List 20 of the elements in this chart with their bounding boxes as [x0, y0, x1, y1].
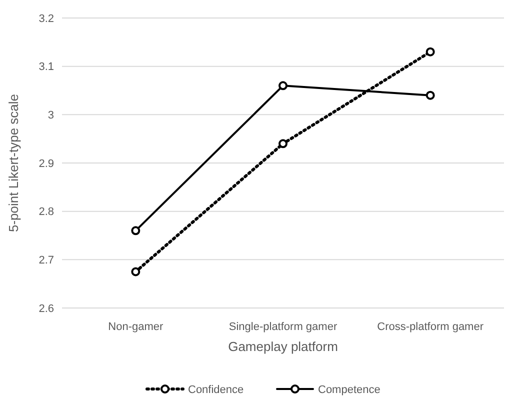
point — [426, 47, 435, 56]
point — [278, 81, 288, 90]
legend-label: Confidence — [188, 384, 244, 396]
point — [131, 226, 140, 236]
y-tick-label: 3.1 — [38, 61, 54, 74]
x-tick-label: Single-platform gamer — [228, 321, 338, 333]
y-axis-title: 5-point Likert-type scale — [6, 94, 21, 232]
x-tick-label: Non-gamer — [108, 321, 164, 333]
y-tick-label: 2.9 — [38, 158, 54, 170]
point — [426, 90, 435, 100]
y-tick-label: 2.8 — [38, 206, 54, 218]
y-tick-label: 3 — [48, 110, 54, 122]
x-tick-label: Cross-platform gamer — [377, 321, 484, 333]
point — [131, 267, 140, 276]
y-tick-label: 2.6 — [38, 302, 54, 315]
y-tick-label: 3.2 — [38, 12, 54, 25]
legend-label: Competence — [318, 384, 380, 396]
x-axis-title: Gameplay platform — [228, 339, 338, 354]
y-tick-label: 2.7 — [38, 254, 54, 267]
point — [278, 139, 288, 148]
